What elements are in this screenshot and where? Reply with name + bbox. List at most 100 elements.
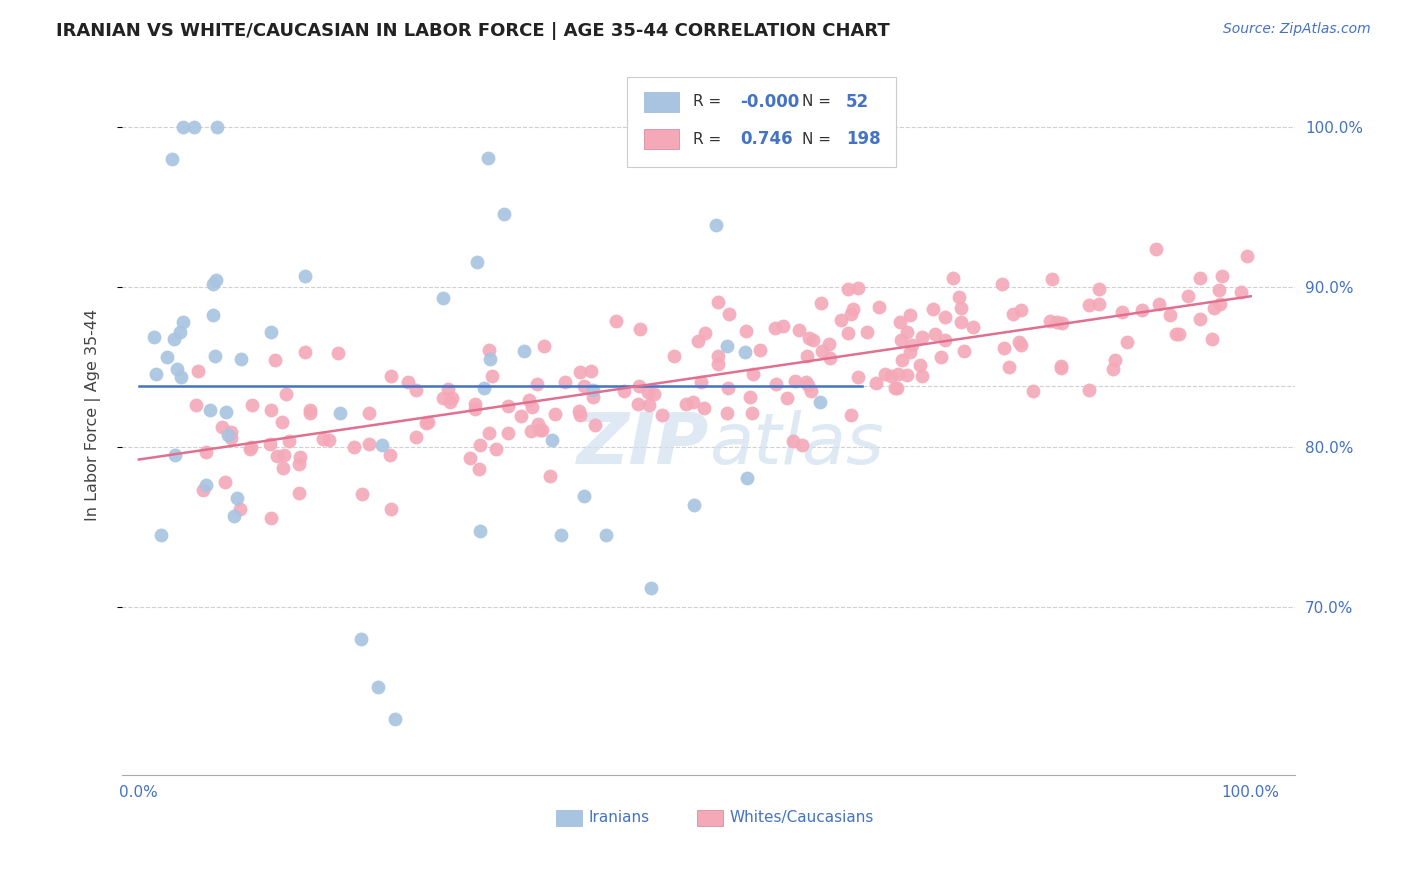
Point	[214, 475, 236, 489]
Point	[160, 152, 183, 166]
Point	[187, 363, 209, 377]
Y-axis label: In Labor Force | Age 35-44: In Labor Force | Age 35-44	[86, 310, 101, 521]
Point	[260, 402, 283, 417]
Point	[215, 405, 238, 419]
Point	[357, 437, 380, 451]
Point	[240, 398, 263, 412]
Point	[496, 425, 519, 440]
Point	[1039, 314, 1062, 328]
Point	[1208, 283, 1230, 297]
Point	[1230, 285, 1253, 299]
Point	[1050, 359, 1073, 373]
Point	[717, 380, 740, 394]
Point	[492, 207, 515, 221]
Point	[384, 712, 406, 726]
Point	[991, 277, 1014, 292]
Point	[1052, 316, 1074, 330]
Point	[949, 315, 972, 329]
Point	[948, 290, 970, 304]
Point	[818, 336, 841, 351]
Point	[432, 291, 454, 305]
Point	[222, 509, 245, 524]
Point	[797, 378, 820, 392]
Point	[582, 383, 605, 397]
Point	[172, 316, 194, 330]
Point	[1168, 327, 1191, 342]
Point	[217, 428, 239, 442]
Point	[202, 308, 225, 322]
Point	[396, 375, 419, 389]
Point	[792, 438, 814, 452]
Point	[1104, 353, 1126, 368]
Point	[468, 462, 491, 476]
Point	[312, 432, 335, 446]
Point	[846, 369, 869, 384]
Point	[264, 353, 287, 368]
Point	[716, 339, 738, 353]
Point	[240, 441, 263, 455]
Point	[800, 384, 823, 398]
Point	[846, 280, 869, 294]
Point	[572, 489, 595, 503]
Point	[439, 395, 461, 409]
Point	[1087, 282, 1109, 296]
Point	[380, 502, 402, 516]
Point	[201, 277, 224, 291]
Point	[643, 387, 665, 401]
Point	[219, 425, 242, 439]
Point	[415, 416, 437, 430]
Point	[288, 457, 311, 471]
Text: Iranians: Iranians	[589, 810, 650, 825]
Point	[239, 442, 262, 456]
Point	[734, 345, 756, 359]
Point	[1010, 303, 1032, 318]
Point	[294, 345, 316, 359]
Point	[260, 511, 283, 525]
Text: 52: 52	[846, 93, 869, 111]
Point	[810, 296, 832, 310]
Point	[380, 368, 402, 383]
Point	[440, 391, 463, 405]
Point	[1177, 289, 1199, 303]
Point	[288, 486, 311, 500]
Point	[637, 384, 659, 399]
Point	[998, 359, 1021, 374]
Point	[472, 381, 495, 395]
Point	[856, 325, 879, 339]
Point	[865, 376, 887, 391]
Point	[554, 375, 576, 389]
Text: ZIP: ZIP	[576, 409, 709, 479]
Point	[628, 322, 651, 336]
Point	[405, 430, 427, 444]
Point	[1001, 307, 1024, 321]
Point	[204, 349, 226, 363]
Point	[527, 417, 550, 431]
Point	[1132, 303, 1154, 318]
Point	[162, 332, 184, 346]
Text: R =: R =	[693, 132, 731, 147]
Point	[765, 377, 787, 392]
Point	[748, 343, 770, 357]
Point	[477, 151, 499, 165]
Point	[350, 487, 373, 501]
Point	[1116, 334, 1139, 349]
Point	[682, 394, 704, 409]
Point	[1236, 249, 1258, 263]
Text: N =: N =	[803, 95, 837, 110]
Point	[436, 382, 458, 396]
Point	[879, 369, 901, 384]
Point	[169, 325, 191, 339]
Point	[271, 460, 294, 475]
Point	[782, 434, 804, 449]
Point	[735, 471, 758, 485]
Point	[367, 681, 389, 695]
Text: IRANIAN VS WHITE/CAUCASIAN IN LABOR FORCE | AGE 35-44 CORRELATION CHART: IRANIAN VS WHITE/CAUCASIAN IN LABOR FORC…	[56, 22, 890, 40]
Bar	[644, 129, 679, 150]
Point	[271, 415, 294, 429]
Point	[675, 396, 697, 410]
Point	[1202, 301, 1225, 315]
Point	[934, 333, 956, 347]
Point	[529, 423, 551, 437]
Point	[329, 405, 352, 419]
Point	[172, 120, 194, 135]
